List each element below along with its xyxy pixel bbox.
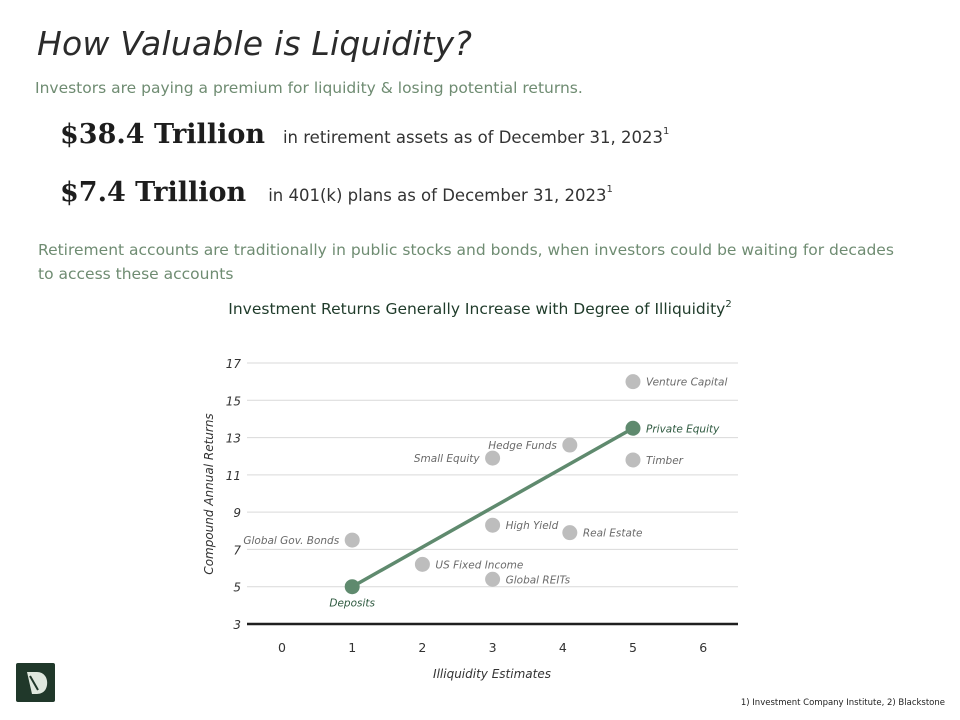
x-tick-label: 0 (278, 640, 286, 655)
chart-title: Investment Returns Generally Increase wi… (0, 299, 960, 319)
y-tick-label: 13 (226, 432, 241, 446)
point-label-global-reits: Global REITs (506, 574, 571, 586)
stat-retirement-assets: $38.4 Trillion in retirement assets as o… (60, 119, 669, 150)
page-subtitle: Investors are paying a premium for liqui… (35, 79, 583, 97)
y-tick-label: 3 (233, 618, 241, 632)
x-tick-label: 2 (418, 640, 426, 655)
y-tick-label: 5 (233, 581, 241, 595)
point-label-venture-capital: Venture Capital (646, 377, 727, 389)
company-logo (16, 663, 55, 702)
stat-401k-plans: $7.4 Trillion in 401(k) plans as of Dece… (60, 177, 613, 208)
footnote-marker: 1 (663, 126, 670, 137)
x-tick-label: 1 (348, 640, 356, 655)
footnote-marker: 1 (606, 184, 613, 195)
stat-description-text: in 401(k) plans as of December 31, 2023 (268, 186, 607, 205)
point-label-private-equity: Private Equity (646, 423, 720, 435)
page-title: How Valuable is Liquidity? (37, 24, 473, 63)
stat-value: $38.4 Trillion (60, 119, 265, 150)
source-footnote: 1) Investment Company Institute, 2) Blac… (740, 698, 945, 708)
x-tick-label: 6 (699, 640, 707, 655)
point-timber (625, 452, 641, 468)
point-label-us-fixed-income: US Fixed Income (435, 559, 523, 571)
point-label-hedge-funds: Hedge Funds (488, 440, 557, 452)
point-label-global-gov-bonds: Global Gov. Bonds (243, 535, 339, 547)
logo-leaf-icon (27, 672, 48, 694)
point-high-yield (485, 517, 501, 533)
point-global-reits (485, 571, 501, 587)
x-tick-label: 3 (489, 640, 497, 655)
body-text: Retirement accounts are traditionally in… (38, 241, 894, 283)
point-label-real-estate: Real Estate (583, 528, 643, 540)
point-venture-capital (625, 374, 641, 390)
point-label-high-yield: High Yield (506, 520, 559, 532)
y-tick-label: 11 (226, 469, 241, 483)
y-tick-label: 9 (233, 506, 241, 520)
y-tick-label: 15 (226, 394, 241, 408)
point-global-gov-bonds (344, 532, 360, 548)
trend-line (350, 426, 635, 589)
y-tick-label: 17 (226, 357, 242, 371)
point-deposits (344, 579, 360, 595)
stat-description-text: in retirement assets as of December 31, … (282, 128, 664, 147)
point-label-small-equity: Small Equity (414, 453, 480, 465)
point-label-timber: Timber (646, 455, 684, 467)
point-private-equity (625, 420, 641, 436)
x-tick-label: 4 (559, 640, 567, 655)
y-axis-title: Compound Annual Returns (202, 413, 216, 574)
point-label-deposits: Deposits (329, 598, 375, 610)
chart-title-footnote: 2 (725, 299, 732, 310)
point-us-fixed-income (414, 556, 430, 572)
stat-value: $7.4 Trillion (60, 177, 247, 208)
x-axis-title: Illiquidity Estimates (433, 667, 551, 681)
point-real-estate (562, 525, 578, 541)
stat-description: in retirement assets as of December 31, … (282, 126, 670, 147)
point-small-equity (485, 450, 501, 466)
stat-description: in 401(k) plans as of December 31, 20231 (268, 184, 613, 205)
point-hedge-funds (562, 437, 578, 453)
chart-title-text: Investment Returns Generally Increase wi… (228, 300, 726, 319)
x-tick-label: 5 (629, 640, 637, 655)
y-tick-label: 7 (233, 543, 241, 557)
